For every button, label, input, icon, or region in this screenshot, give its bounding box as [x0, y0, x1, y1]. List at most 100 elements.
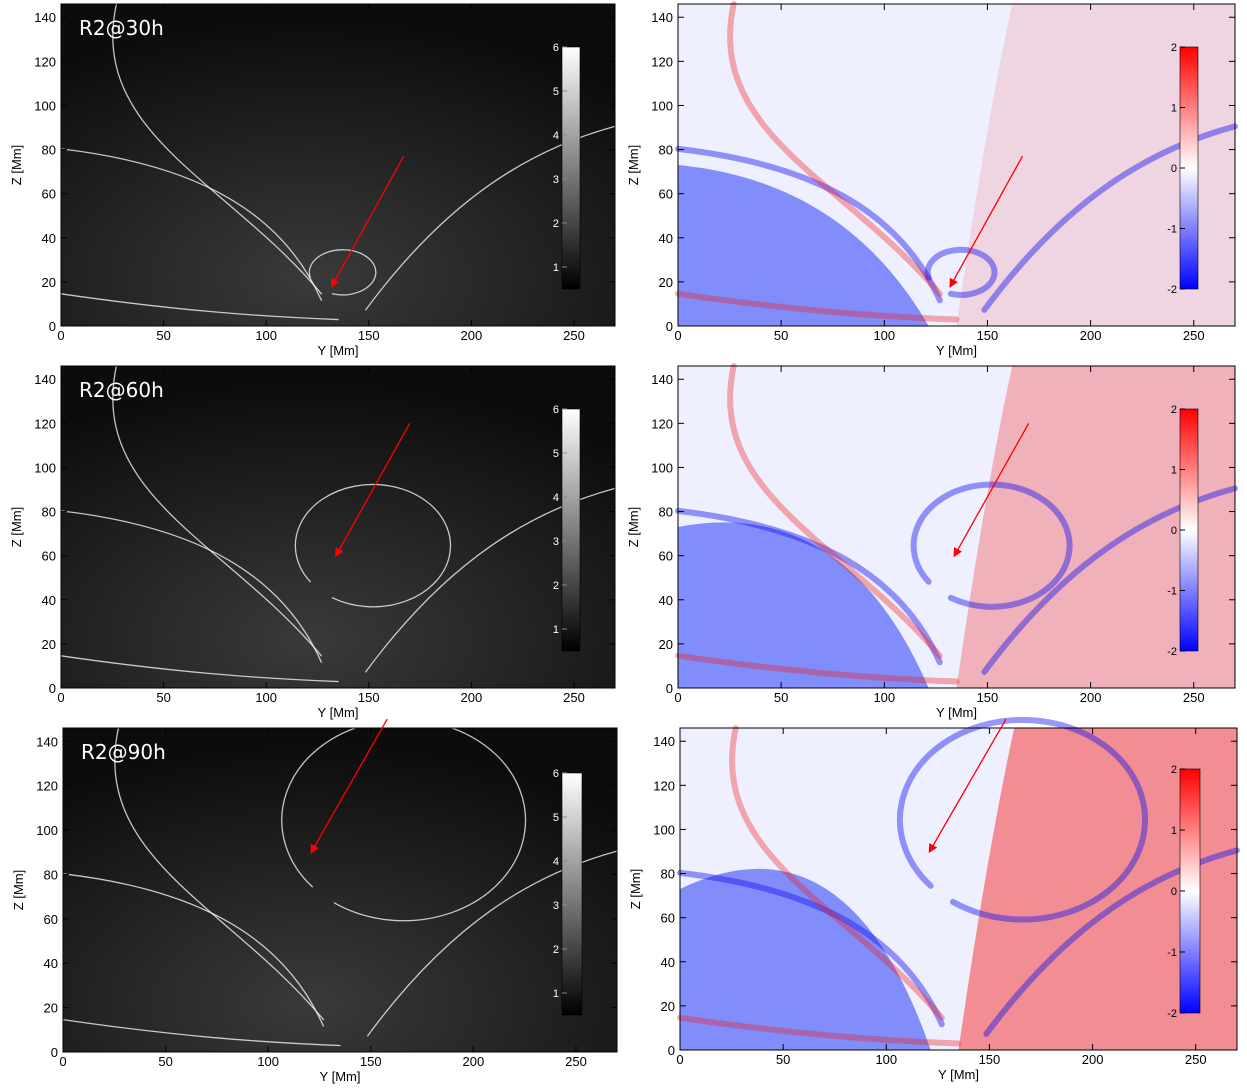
- x-tick-label: 100: [875, 1052, 897, 1067]
- x-tick-label: 200: [1082, 1052, 1104, 1067]
- red-arrow: [928, 718, 1007, 854]
- plot-frame: [60, 3, 616, 327]
- y-tick-label: 140: [653, 734, 675, 749]
- y-tick-label: 140: [34, 10, 56, 25]
- x-tick-label: 0: [59, 1054, 66, 1069]
- negative-region: [678, 522, 929, 688]
- panel-3: 0 50 100 150 200 250 0 20 40 60 80 100 120 140 Y [Mm] Z…: [9, 365, 616, 720]
- x-tick-label: 50: [776, 1052, 790, 1067]
- y-tick-label: 20: [659, 637, 673, 652]
- x-axis-title: Y [Mm]: [936, 343, 977, 358]
- colorbar-tick-label: 2: [553, 944, 559, 956]
- colorbar-tick-label: -2: [1167, 284, 1177, 296]
- field-structures: [675, 1, 1238, 323]
- y-tick-label: 120: [34, 416, 56, 431]
- y-tick-label: 120: [653, 778, 675, 793]
- colorbar-tick-label: 4: [553, 492, 559, 504]
- panel-title: R2@60h: [79, 378, 164, 402]
- x-tick-label: 250: [1183, 328, 1205, 343]
- x-axis-title: Y [Mm]: [320, 1069, 361, 1084]
- y-tick-label: 40: [659, 593, 673, 608]
- y-tick-label: 60: [42, 187, 56, 202]
- x-tick-label: 200: [461, 690, 483, 705]
- colorbar-tick-label: 2: [553, 580, 559, 592]
- x-tick-label: 0: [676, 1052, 683, 1067]
- y-axis-title: Z [Mm]: [9, 507, 24, 547]
- y-tick-label: 0: [51, 1045, 58, 1060]
- y-tick-label: 20: [42, 637, 56, 652]
- y-axis-title: Z [Mm]: [11, 870, 26, 910]
- x-tick-label: 0: [674, 690, 681, 705]
- colorbar-tick-label: 2: [1171, 42, 1177, 54]
- red-arrow: [335, 423, 411, 558]
- y-tick-label: 0: [666, 681, 673, 696]
- y-tick-label: 20: [42, 275, 56, 290]
- y-tick-label: 40: [44, 956, 58, 971]
- y-tick-label: 60: [659, 187, 673, 202]
- red-arrow: [330, 155, 405, 288]
- x-tick-label: 50: [156, 690, 170, 705]
- y-tick-label: 40: [42, 593, 56, 608]
- colorbar-tick-label: -1: [1167, 586, 1177, 598]
- colorbar-tick-label: -2: [1167, 646, 1177, 658]
- y-tick-label: 140: [34, 372, 56, 387]
- colorbar: [561, 46, 581, 290]
- y-tick-label: 80: [42, 143, 56, 158]
- x-tick-label: 100: [255, 690, 277, 705]
- x-tick-label: 150: [358, 690, 380, 705]
- x-tick-label: 0: [674, 328, 681, 343]
- x-tick-label: 100: [873, 328, 895, 343]
- y-tick-label: 80: [44, 867, 58, 882]
- field-structures: [60, 365, 616, 683]
- y-tick-label: 60: [44, 912, 58, 927]
- heatmap-image: [61, 366, 615, 688]
- x-tick-label: 250: [563, 328, 585, 343]
- x-tick-label: 50: [156, 328, 170, 343]
- y-tick-label: 120: [651, 416, 673, 431]
- y-tick-label: 40: [42, 231, 56, 246]
- y-tick-label: 120: [36, 779, 58, 794]
- panel-1: 0 50 100 150 200 250 0 20 40 60 80 100 120 140 Y [Mm] Z…: [9, 3, 616, 358]
- colorbar-tick-label: 3: [553, 174, 559, 186]
- colorbar-tick-label: -1: [1167, 224, 1177, 236]
- colorbar-tick-label: 1: [1171, 465, 1177, 477]
- plot-frame: [679, 727, 1238, 1051]
- y-axis-title: Z [Mm]: [9, 145, 24, 185]
- y-tick-label: 0: [49, 319, 56, 334]
- colorbar-tick-label: 2: [1171, 764, 1177, 776]
- x-tick-label: 50: [158, 1054, 172, 1069]
- y-tick-label: 40: [661, 955, 675, 970]
- x-axis-title: Y [Mm]: [318, 705, 359, 720]
- colorbar-tick-label: 5: [553, 812, 559, 824]
- red-arrow: [310, 718, 388, 854]
- plot-frame: [677, 3, 1236, 327]
- colorbar-tick-label: 5: [553, 448, 559, 460]
- colorbar-tick-label: 1: [553, 262, 559, 274]
- negative-region: [680, 868, 931, 1050]
- y-tick-label: 100: [36, 823, 58, 838]
- colorbar-tick-label: 1: [553, 988, 559, 1000]
- x-tick-label: 150: [977, 328, 999, 343]
- x-tick-label: 100: [873, 690, 895, 705]
- y-tick-label: 100: [651, 460, 673, 475]
- y-axis-title: Z [Mm]: [628, 869, 643, 909]
- x-tick-label: 100: [255, 328, 277, 343]
- colorbar-tick-label: 4: [553, 130, 559, 142]
- heatmap-image: [61, 4, 615, 326]
- field-structures: [675, 363, 1238, 685]
- y-tick-label: 80: [661, 867, 675, 882]
- x-tick-label: 0: [57, 690, 64, 705]
- y-tick-label: 0: [49, 681, 56, 696]
- y-axis-title: Z [Mm]: [626, 507, 641, 547]
- y-tick-label: 100: [34, 98, 56, 113]
- y-tick-label: 120: [34, 54, 56, 69]
- y-tick-label: 120: [651, 54, 673, 69]
- y-tick-label: 100: [653, 822, 675, 837]
- panel-title: R2@90h: [81, 740, 166, 764]
- colorbar-tick-label: 4: [553, 856, 559, 868]
- colorbar-tick-label: 1: [1171, 103, 1177, 115]
- y-tick-label: 60: [42, 549, 56, 564]
- colorbar-tick-label: 0: [1171, 163, 1177, 175]
